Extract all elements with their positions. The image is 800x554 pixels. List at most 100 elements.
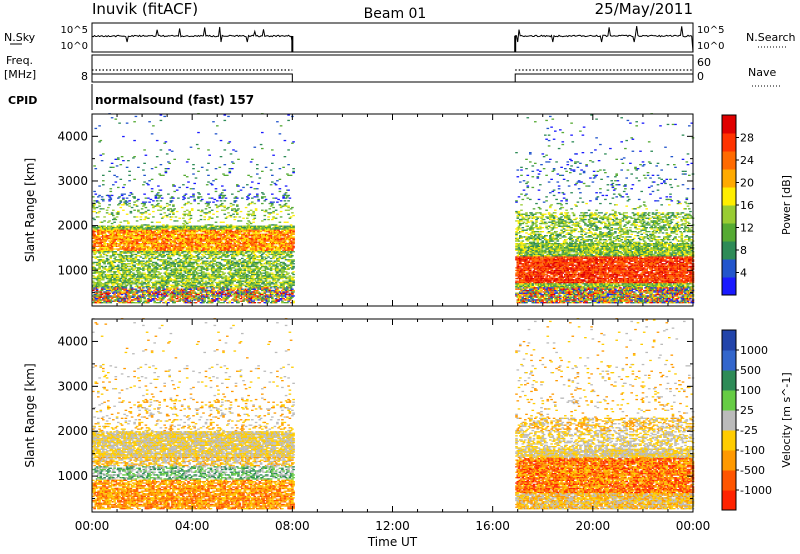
heatmap-cell — [247, 194, 250, 197]
heatmap-cell — [118, 287, 121, 289]
heatmap-cell — [197, 197, 200, 199]
heatmap-cell — [242, 231, 245, 233]
heatmap-cell — [128, 174, 131, 176]
heatmap-cell — [138, 271, 141, 273]
heatmap-cell — [167, 255, 170, 257]
heatmap-cell — [102, 272, 105, 274]
heatmap-cell — [117, 275, 120, 277]
heatmap-cell — [227, 292, 230, 294]
heatmap-cell — [143, 218, 146, 221]
heatmap-cell — [213, 248, 217, 250]
heatmap-cell — [212, 280, 215, 282]
heatmap-cell — [242, 264, 245, 266]
heatmap-cell — [135, 237, 139, 239]
heatmap-cell — [234, 241, 238, 243]
heatmap-cell — [98, 268, 101, 270]
heatmap-cell — [155, 263, 159, 265]
heatmap-cell — [95, 200, 99, 202]
heatmap-cell — [233, 288, 237, 290]
heatmap-cell — [178, 231, 181, 233]
heatmap-cell — [231, 277, 234, 280]
heatmap-cell — [133, 268, 136, 270]
heatmap-cell — [218, 269, 222, 272]
heatmap-cell — [219, 205, 223, 207]
heatmap-cell — [219, 233, 223, 235]
heatmap-cell — [108, 196, 111, 198]
heatmap-cell — [119, 164, 123, 166]
heatmap-cell — [97, 231, 100, 233]
heatmap-cell — [208, 206, 211, 209]
heatmap-cell — [212, 213, 215, 215]
heatmap-cell — [113, 276, 116, 278]
heatmap-cell — [139, 260, 143, 262]
heatmap-cell — [100, 248, 104, 250]
heatmap-cell — [173, 220, 176, 222]
heatmap-cell — [197, 245, 200, 247]
heatmap-cell — [205, 205, 209, 207]
heatmap-cell — [143, 181, 146, 183]
heatmap-cell — [228, 240, 232, 242]
heatmap-cell — [150, 277, 154, 280]
station-title: Inuvik (fitACF) — [92, 0, 198, 18]
heatmap-cell — [145, 279, 149, 281]
heatmap-cell — [246, 247, 249, 249]
heatmap-cell — [205, 267, 209, 269]
heatmap-cell — [128, 202, 131, 205]
heatmap-cell — [218, 197, 222, 199]
heatmap-cell — [234, 279, 238, 281]
heatmap-cell — [177, 257, 180, 260]
heatmap-cell — [142, 235, 145, 237]
heatmap-cell — [120, 252, 124, 254]
heatmap-cell — [162, 280, 165, 282]
heatmap-cell — [183, 213, 186, 215]
heatmap-cell — [140, 225, 144, 227]
heatmap-cell — [179, 272, 183, 274]
heatmap-cell — [231, 255, 234, 257]
heatmap-cell — [237, 208, 240, 210]
heatmap-cell — [178, 267, 181, 269]
heatmap-cell — [94, 276, 98, 278]
heatmap-cell — [188, 272, 191, 274]
heatmap-cell — [185, 269, 189, 272]
heatmap-cell — [184, 228, 188, 230]
heatmap-cell — [199, 196, 203, 198]
nsky-tick-bottom: 10^0 — [61, 41, 88, 52]
heatmap-cell — [213, 259, 217, 261]
heatmap-cell — [117, 276, 120, 278]
heatmap-cell — [179, 292, 183, 294]
heatmap-cell — [94, 268, 98, 270]
heatmap-cell — [127, 222, 130, 225]
heatmap-cell — [119, 300, 123, 302]
heatmap-cell — [183, 210, 186, 213]
heatmap-cell — [189, 228, 193, 230]
heatmap-cell — [144, 197, 148, 199]
heatmap-cell — [125, 213, 129, 215]
heatmap-cell — [168, 247, 171, 249]
heatmap-cell — [124, 285, 128, 288]
heatmap-cell — [154, 252, 158, 254]
heatmap-cell — [189, 302, 193, 304]
heatmap-cell — [129, 252, 133, 254]
heatmap-cell — [233, 261, 237, 264]
heatmap-cell — [108, 268, 111, 270]
heatmap-cell — [140, 264, 144, 266]
heatmap-cell — [207, 202, 210, 205]
heatmap-cell — [229, 288, 233, 290]
heatmap-cell — [140, 213, 144, 215]
heatmap-cell — [105, 292, 109, 294]
heatmap-cell — [147, 227, 150, 229]
heatmap-cell — [92, 281, 95, 284]
heatmap-cell — [204, 208, 208, 210]
heatmap-cell — [92, 245, 95, 247]
heatmap-cell — [170, 285, 174, 288]
heatmap-cell — [173, 276, 176, 278]
heatmap-cell — [128, 194, 131, 197]
heatmap-cell — [174, 241, 178, 243]
heatmap-cell — [155, 221, 159, 223]
heatmap-cell — [208, 212, 211, 214]
heatmap-cell — [154, 280, 158, 282]
heatmap-cell — [194, 284, 198, 286]
heatmap-cell — [175, 268, 179, 270]
heatmap-cell — [137, 247, 140, 249]
heatmap-cell — [168, 204, 171, 206]
